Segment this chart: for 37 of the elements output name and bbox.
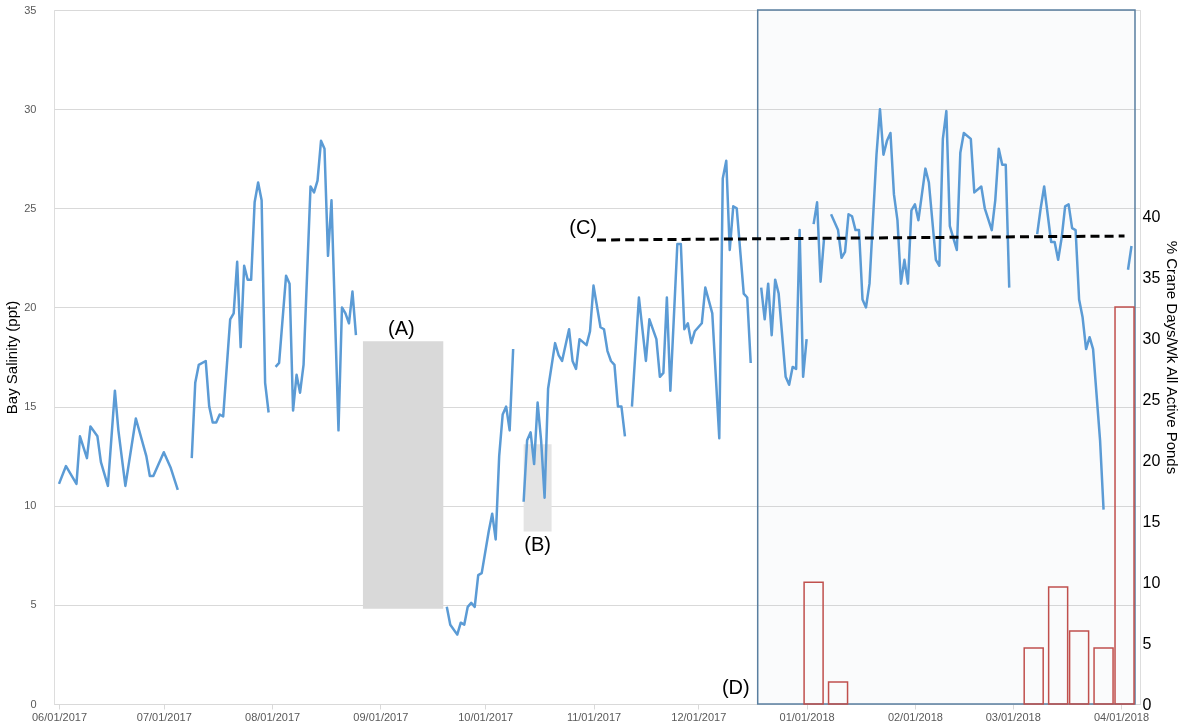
annotation: (A) <box>388 317 415 340</box>
x-tick-label: 11/01/2017 <box>566 710 622 723</box>
y-tick-label: 25 <box>24 201 37 214</box>
x-tick-label: 02/01/2018 <box>887 710 943 723</box>
y2-tick-label: 20 <box>1142 451 1161 469</box>
y2-tick-label: 15 <box>1142 512 1161 530</box>
annotation: (C) <box>569 216 597 239</box>
x-tick-label: 12/01/2017 <box>671 710 727 723</box>
bar <box>827 681 849 705</box>
y-tick-label: 20 <box>24 300 37 313</box>
annotation: (B) <box>524 533 551 556</box>
y2-tick-label: 35 <box>1142 269 1161 287</box>
x-tick-label: 07/01/2017 <box>136 710 192 723</box>
bar <box>803 581 824 705</box>
y-axis-title: Bay Salinity (ppt) <box>3 300 21 415</box>
x-tick-label: 08/01/2017 <box>245 710 301 723</box>
y-tick-label: 35 <box>24 3 37 16</box>
y-tick-label: 15 <box>24 400 37 413</box>
x-tick-label: 10/01/2017 <box>458 710 514 723</box>
y2-tick-label: 0 <box>1142 695 1152 713</box>
y2-tick-label: 25 <box>1142 391 1161 409</box>
y-tick-label: 0 <box>30 697 37 710</box>
x-tick-label: 03/01/2018 <box>985 710 1041 723</box>
x-tick-label: 01/01/2018 <box>779 710 835 723</box>
x-tick-label: 09/01/2017 <box>353 710 409 723</box>
x-tick-label: 06/01/2017 <box>31 710 88 723</box>
y-tick-label: 5 <box>30 598 37 611</box>
band-label: (D) <box>721 676 750 698</box>
y2-tick-label: 10 <box>1142 573 1161 591</box>
y2-axis-title: % Crane Days/Wk All Active Ponds <box>1164 240 1182 475</box>
y-tick-label: 30 <box>24 102 37 115</box>
bar <box>1023 647 1044 705</box>
y2-tick-label: 30 <box>1142 330 1161 348</box>
y2-tick-label: 5 <box>1142 634 1152 652</box>
y-tick-label: 10 <box>24 499 37 512</box>
y2-tick-label: 40 <box>1142 208 1161 226</box>
x-tick-label: 04/01/2018 <box>1093 710 1150 723</box>
